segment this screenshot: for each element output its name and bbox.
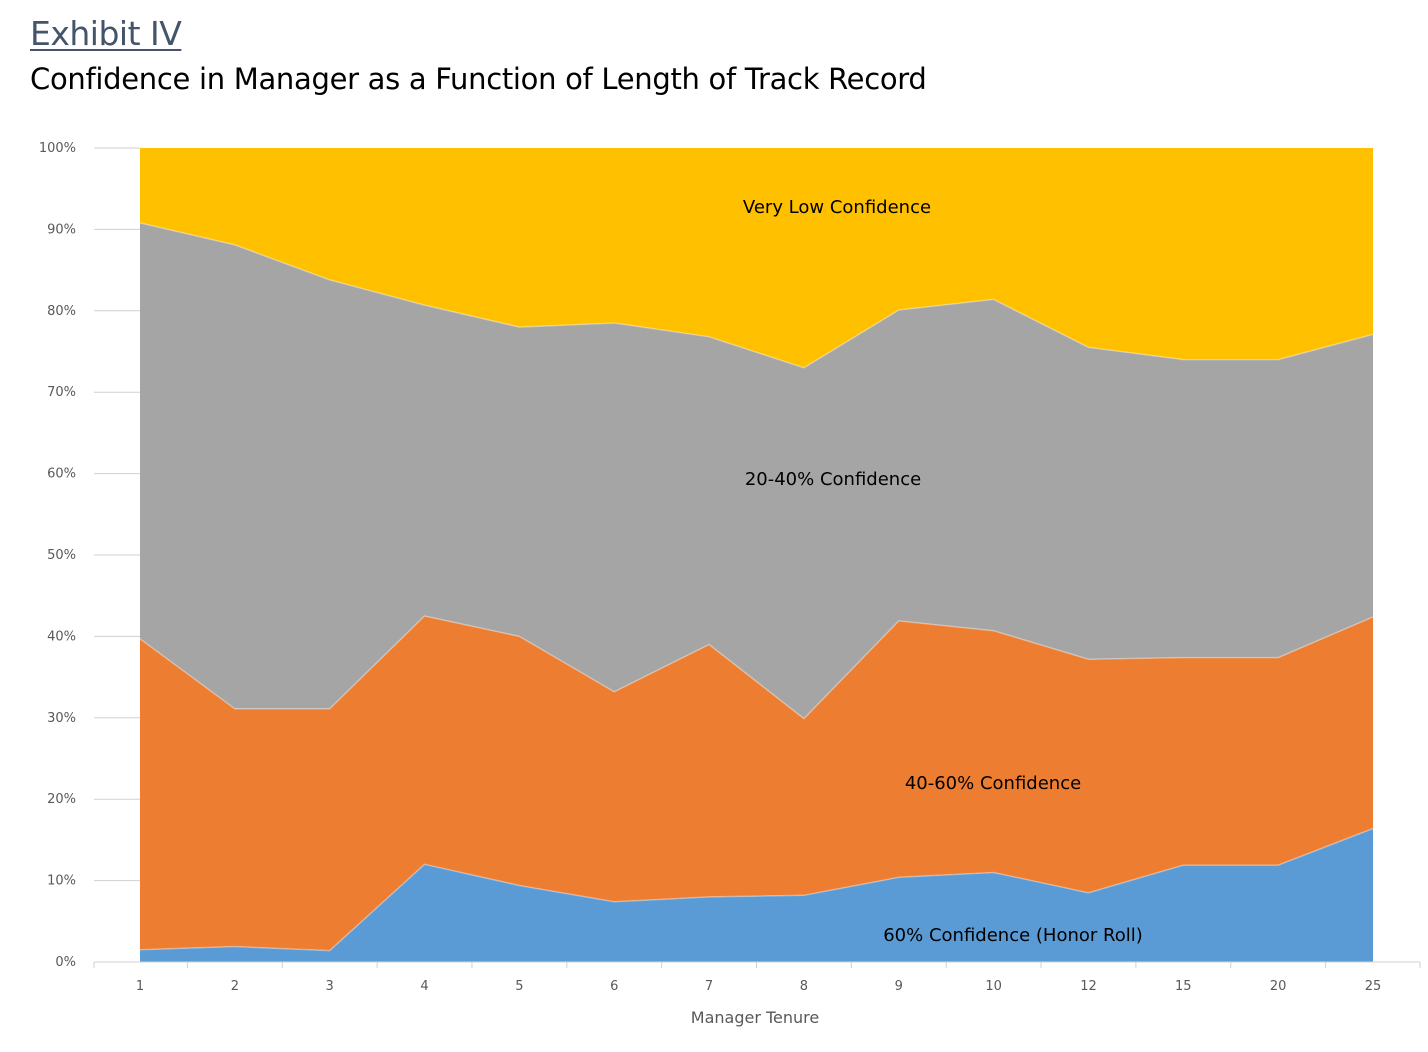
x-tick-label: 2	[231, 979, 239, 994]
area-series-2	[140, 222, 1373, 719]
y-tick-label: 30%	[47, 711, 76, 726]
y-tick-label: 10%	[47, 874, 76, 889]
area-boundary-1	[139, 615, 1374, 720]
y-tick-label: 50%	[47, 548, 76, 563]
x-axis-title: Manager Tenure	[691, 1008, 819, 1027]
y-tick-label: 90%	[47, 222, 76, 237]
area-series-1	[140, 616, 1373, 951]
area-boundary-2	[139, 222, 1374, 369]
y-tick-label: 80%	[47, 304, 76, 319]
chart-title: Confidence in Manager as a Function of L…	[30, 62, 927, 96]
series-label-0: 60% Confidence (Honor Roll)	[883, 925, 1143, 946]
y-tick-label: 100%	[39, 141, 76, 156]
x-tick-label: 1	[136, 979, 144, 994]
series-label-2: 20-40% Confidence	[745, 469, 921, 490]
series-label-3: Very Low Confidence	[743, 197, 931, 218]
exhibit-label: Exhibit IV	[30, 14, 182, 53]
x-axis: 1 2 3 4 5 6 7 8 9 10 12 15 20 25	[93, 961, 1421, 994]
area-series-0	[140, 828, 1373, 962]
y-tick-label: 20%	[47, 792, 76, 807]
x-tick-label: 9	[895, 979, 903, 994]
x-tick-label: 8	[800, 979, 808, 994]
y-tick-label: 40%	[47, 629, 76, 644]
x-tick-label: 6	[610, 979, 618, 994]
x-tick-label: 15	[1175, 979, 1192, 994]
series-labels: 60% Confidence (Honor Roll) 40-60% Confid…	[743, 197, 1143, 946]
area-series-3	[140, 148, 1373, 368]
x-tick-label: 7	[705, 979, 713, 994]
y-axis: 0% 10% 20% 30% 40% 50% 60% 70% 80% 90% 100%	[39, 141, 140, 970]
x-tick-label: 10	[985, 979, 1002, 994]
y-tick-label: 60%	[47, 467, 76, 482]
area-boundary-0	[139, 827, 1374, 952]
x-tick-label: 12	[1080, 979, 1097, 994]
x-tick-label: 25	[1365, 979, 1382, 994]
y-tick-label: 70%	[47, 385, 76, 400]
x-tick-label: 4	[420, 979, 428, 994]
series-label-1: 40-60% Confidence	[905, 773, 1081, 794]
x-tick-label: 5	[515, 979, 523, 994]
y-tick-label: 0%	[55, 955, 76, 970]
x-tick-label: 3	[326, 979, 334, 994]
area-layer	[139, 148, 1374, 962]
x-tick-label: 20	[1270, 979, 1287, 994]
